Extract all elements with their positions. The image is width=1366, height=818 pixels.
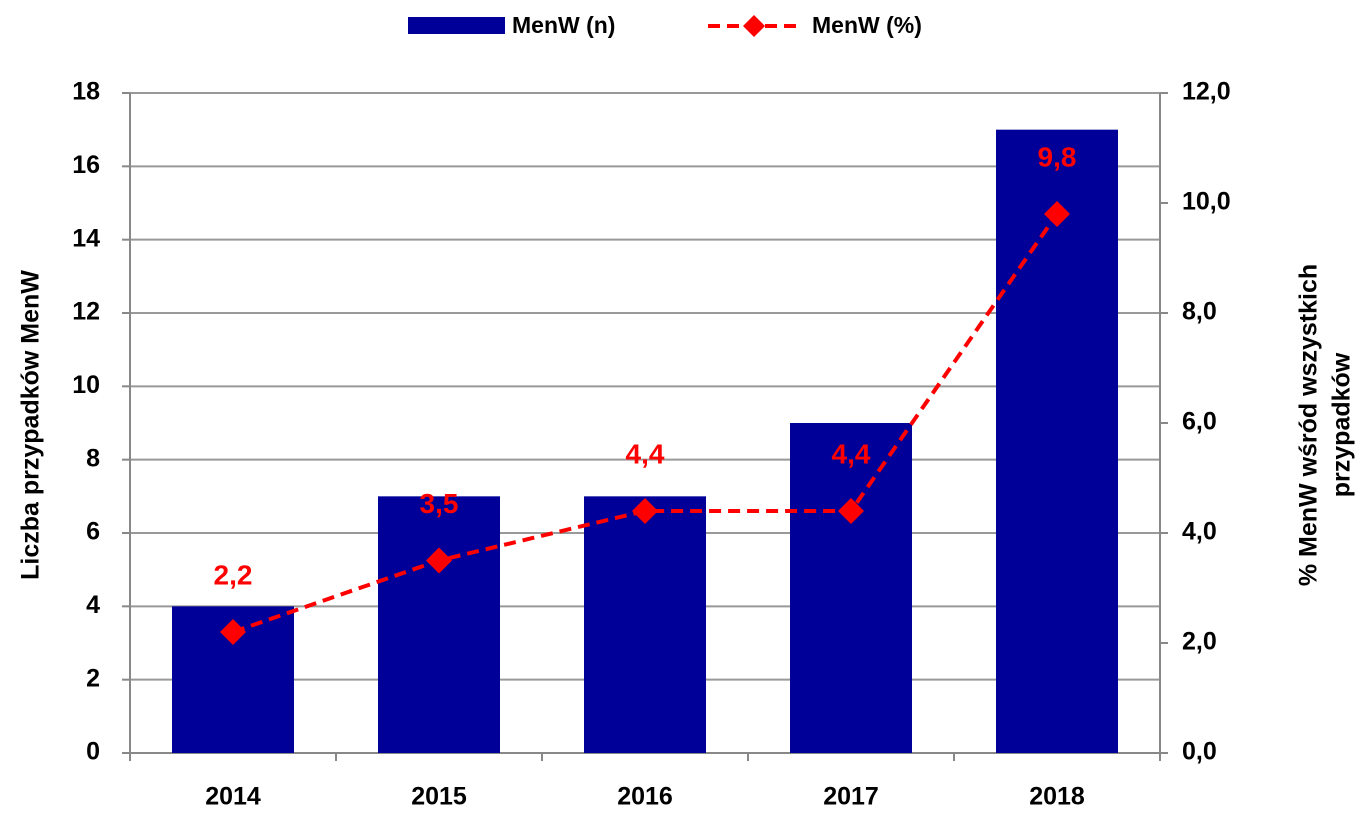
y-tick-label: 18	[72, 78, 100, 106]
legend-label: MenW (%)	[812, 12, 922, 38]
y-axis-label: Liczba przypadków MenW	[17, 270, 45, 580]
y2-axis-label: % MenW wśród wszystkich	[1295, 264, 1323, 586]
marker	[632, 498, 658, 524]
marker	[838, 498, 864, 524]
marker	[1044, 201, 1070, 227]
marker	[426, 547, 452, 574]
bar	[790, 423, 912, 753]
data-label: 3,5	[420, 488, 459, 519]
y-tick-label: 0	[86, 738, 100, 766]
legend-marker	[743, 15, 765, 37]
data-label: 9,8	[1038, 141, 1077, 172]
y2-tick-label: 2,0	[1182, 628, 1217, 656]
y-tick-label: 16	[72, 151, 100, 179]
y-tick-label: 6	[86, 518, 100, 546]
legend-label: MenW (n)	[512, 12, 615, 38]
y2-tick-label: 0,0	[1182, 738, 1217, 766]
y-tick-label: 2	[86, 664, 100, 692]
y-tick-label: 4	[86, 591, 100, 619]
y-tick-label: 12	[72, 298, 100, 326]
x-tick-label: 2016	[617, 783, 673, 811]
bar	[996, 129, 1118, 753]
legend-swatch	[408, 17, 505, 34]
marker	[220, 619, 246, 645]
data-label: 4,4	[626, 438, 665, 469]
y2-tick-label: 6,0	[1182, 408, 1217, 436]
bar	[584, 496, 706, 753]
y2-tick-label: 4,0	[1182, 518, 1217, 546]
bar	[378, 496, 500, 753]
x-tick-label: 2017	[823, 783, 879, 811]
x-tick-label: 2015	[411, 783, 467, 811]
y-tick-label: 8	[86, 444, 100, 472]
y-tick-label: 14	[72, 224, 100, 252]
data-label: 4,4	[832, 438, 871, 469]
y2-tick-label: 8,0	[1182, 298, 1217, 326]
data-label: 2,2	[214, 559, 253, 590]
x-tick-label: 2018	[1029, 783, 1085, 811]
y2-axis-label: przypadków	[1328, 352, 1356, 497]
y2-tick-label: 10,0	[1182, 188, 1231, 216]
y2-tick-label: 12,0	[1182, 78, 1231, 106]
y-tick-label: 10	[72, 371, 100, 399]
x-tick-label: 2014	[205, 783, 261, 811]
